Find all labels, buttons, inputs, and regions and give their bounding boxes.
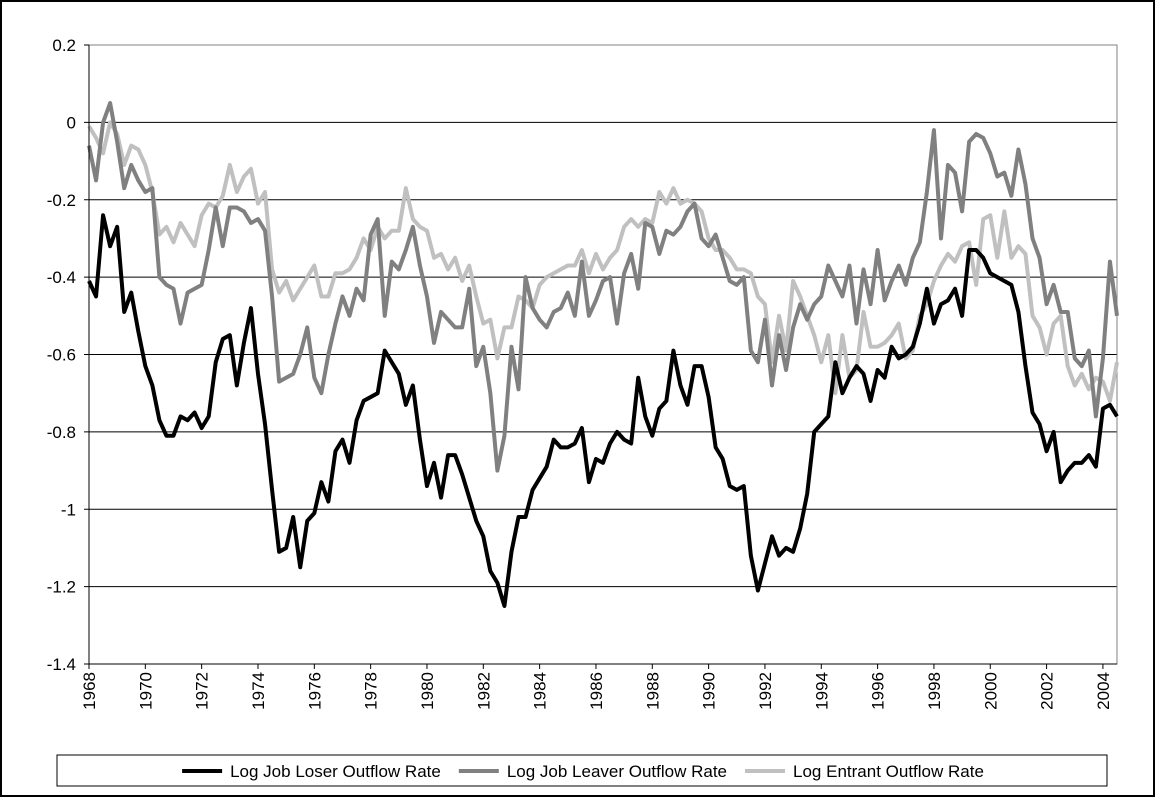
y-tick-label: -1 xyxy=(61,500,76,519)
x-tick-label: 1974 xyxy=(249,672,268,710)
series-line xyxy=(87,101,1119,473)
series-line xyxy=(87,213,1119,608)
x-tick-label: 1980 xyxy=(418,672,437,710)
x-tick-label: 1984 xyxy=(531,672,550,710)
series-line xyxy=(87,120,1119,403)
y-tick-label: -1.4 xyxy=(47,655,76,674)
x-tick-label: 1986 xyxy=(587,672,606,710)
x-tick-label: 2004 xyxy=(1094,672,1113,710)
y-tick-label: 0.2 xyxy=(52,36,76,55)
x-tick-label: 1988 xyxy=(643,672,662,710)
x-tick-label: 2000 xyxy=(981,672,1000,710)
x-tick-label: 1992 xyxy=(756,672,775,710)
legend-label: Log Job Leaver Outflow Rate xyxy=(507,762,727,781)
x-tick-label: 1990 xyxy=(700,672,719,710)
y-tick-label: -0.8 xyxy=(47,423,76,442)
x-tick-label: 1996 xyxy=(869,672,888,710)
x-tick-label: 1972 xyxy=(193,672,212,710)
x-tick-label: 1976 xyxy=(305,672,324,710)
legend-label: Log Entrant Outflow Rate xyxy=(793,762,984,781)
y-tick-label: -0.4 xyxy=(47,268,76,287)
x-tick-label: 1998 xyxy=(925,672,944,710)
x-tick-label: 1982 xyxy=(474,672,493,710)
lines xyxy=(87,101,1119,608)
legend xyxy=(56,754,1108,787)
x-tick-label: 1970 xyxy=(136,672,155,710)
y-tick-label: -0.2 xyxy=(47,191,76,210)
legend-label: Log Job Loser Outflow Rate xyxy=(230,762,441,781)
x-tick-label: 1978 xyxy=(362,672,381,710)
y-tick-label: -0.6 xyxy=(47,346,76,365)
legend-items: Log Job Loser Outflow Rate Log Job Leaver… xyxy=(182,762,984,781)
x-tick-label: 2002 xyxy=(1038,672,1057,710)
y-tick-label: 0 xyxy=(67,113,76,132)
x-tick-label: 1994 xyxy=(812,672,831,710)
x-tick-label: 1968 xyxy=(80,672,99,710)
y-tick-label: -1.2 xyxy=(47,578,76,597)
